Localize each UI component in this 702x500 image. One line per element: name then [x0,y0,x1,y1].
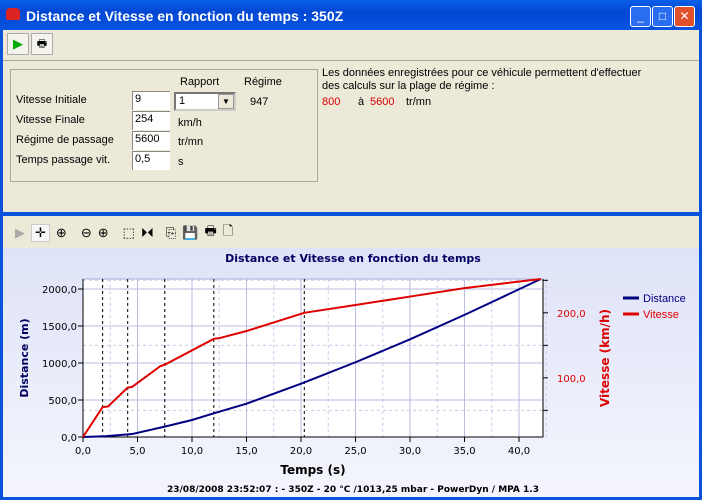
cursor-icon[interactable]: ⏵⏴ [140,225,154,240]
regime-header: Régime [244,76,282,88]
parameters-group [10,69,318,182]
pan-icon[interactable]: ✛ [31,224,50,242]
regime-passage-label: Régime de passage [16,134,114,146]
x-tick-label: 30,0 [399,446,421,457]
save-icon[interactable]: 💾 [182,225,199,240]
vitesse-unit: km/h [178,117,202,129]
x-tick-label: 20,0 [290,446,312,457]
y-axis-label: Distance (m) [18,318,31,397]
zoom-out-icon[interactable]: ⊖ [80,225,92,240]
y-tick-label: 1000,0 [42,359,77,370]
x-tick-label: 5,0 [130,446,146,457]
title-bar: Distance et Vitesse en fonction du temps… [0,0,702,30]
y2-tick-label: 200,0 [557,309,586,320]
y-tick-label: 500,0 [48,396,77,407]
close-button[interactable]: ✕ [674,6,695,27]
chevron-down-icon[interactable]: ▼ [218,94,234,109]
maximize-button[interactable]: □ [652,6,673,27]
temps-passage-label: Temps passage vit. [16,154,111,166]
chart-toolbar: ▶ ✛ ⊕ ⊖ ⊕ ⬚ ⏵⏴ ⎘ 💾 🖶 🗋 [3,218,699,248]
legend-label: Vitesse [643,309,679,321]
vitesse-initiale-input[interactable]: 9 [132,91,170,110]
vitesse-finale-label: Vitesse Finale [16,114,85,126]
zoom-in-icon[interactable]: ⊕ [97,225,109,240]
chart-title: Distance et Vitesse en fonction du temps [225,252,481,265]
minimize-button[interactable]: _ [630,6,651,27]
y2-tick-label: 100,0 [557,374,586,385]
series-line-distance [82,278,542,438]
splitter[interactable] [3,212,702,216]
x-tick-label: 35,0 [453,446,475,457]
regime-passage-input[interactable]: 5600 [132,131,170,150]
arrow-icon[interactable]: ▶ [15,225,25,240]
zoom-area-icon[interactable]: ⊕ [55,225,67,240]
y-tick-label: 1500,0 [42,322,77,333]
y-tick-label: 0,0 [61,433,77,444]
x-tick-label: 10,0 [181,446,203,457]
info-line1: Les données enregistrées pour ce véhicul… [322,67,642,79]
chart-svg[interactable]: 0,0 5,0 10,0 15,0 20,0 25,0 30,0 35,0 40,0 0,0 500… [3,248,699,497]
print-icon[interactable]: 🖶 [204,223,217,238]
series-line-vitesse [82,278,541,438]
regime-max: 5600 [370,96,395,108]
print-preview-icon[interactable]: 🗋 [222,223,234,238]
vitesse-initiale-label: Vitesse Initiale [16,94,87,106]
print-icon: 🖶 [36,37,48,50]
regime-unit-info: tr/mn [406,96,432,108]
vitesse-finale-input[interactable]: 254 [132,111,170,130]
window-title: Distance et Vitesse en fonction du temps… [26,8,344,24]
info-line2: des calculs sur la plage de régime : [322,80,495,92]
print-button[interactable]: 🖶 [31,33,53,55]
select-rect-icon[interactable]: ⬚ [122,225,135,240]
run-button[interactable]: ▶ [7,33,29,55]
rapport-select[interactable]: 1 ▼ [174,92,236,111]
temps-unit: s [178,156,184,168]
x-tick-label: 40,0 [508,446,530,457]
play-icon: ▶ [13,36,23,51]
regime-sep: à [358,96,365,108]
x-axis-label: Temps (s) [280,463,345,477]
x-tick-label: 0,0 [75,446,91,457]
y-tick-label: 2000,0 [42,285,77,296]
regime-value: 947 [250,96,269,108]
regime-unit: tr/mn [178,136,204,148]
regime-min: 800 [322,96,341,108]
rapport-header: Rapport [180,76,220,88]
x-tick-label: 25,0 [344,446,366,457]
copy-icon[interactable]: ⎘ [165,225,177,240]
chart-panel: 0,0 5,0 10,0 15,0 20,0 25,0 30,0 35,0 40,0 0,0 500… [3,248,699,497]
plot-area [82,278,544,438]
x-tick-label: 15,0 [235,446,257,457]
chart-footer: 23/08/2008 23:52:07 : - 350Z - 20 °C /10… [167,485,539,495]
app-car-icon [6,8,20,20]
legend-label: Distance [643,293,686,305]
y2-axis-label: Vitesse (km/h) [598,309,612,407]
rapport-value: 1 [179,95,186,107]
temps-passage-input[interactable]: 0,5 [132,151,170,170]
